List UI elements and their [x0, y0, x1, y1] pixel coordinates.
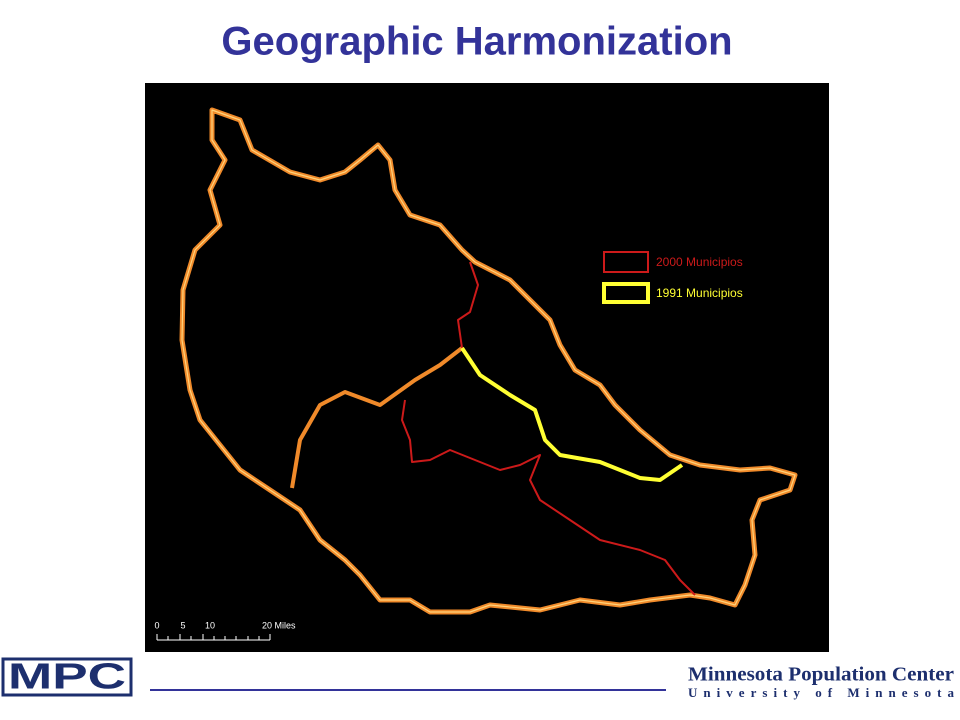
- shared-boundary: [290, 346, 464, 489]
- logo: MPC: [1, 656, 133, 697]
- scale-label: 5: [180, 620, 185, 630]
- scale-label: 20 Miles: [262, 620, 296, 630]
- map-panel: [145, 83, 829, 652]
- outer-boundary-inner: [181, 109, 796, 613]
- municipio-1991-boundary: [460, 346, 684, 482]
- map-boundaries: [179, 107, 798, 615]
- scale-label: 10: [205, 620, 215, 630]
- legend-label: 1991 Municipios: [656, 286, 743, 300]
- organization-name: Minnesota Population Center: [688, 664, 954, 686]
- logo-text: MPC: [8, 656, 126, 697]
- municipio-2000-boundary: [457, 261, 479, 349]
- scale-bar: [156, 634, 271, 641]
- legend-label: 2000 Municipios: [656, 255, 743, 269]
- slide-title: Geographic Harmonization: [221, 20, 732, 64]
- legend-swatch: [603, 251, 649, 273]
- municipio-2000-boundary: [401, 399, 696, 596]
- university-name: University of Minnesota: [688, 685, 955, 700]
- scale-label: 0: [154, 620, 159, 630]
- legend-swatch: [602, 282, 650, 304]
